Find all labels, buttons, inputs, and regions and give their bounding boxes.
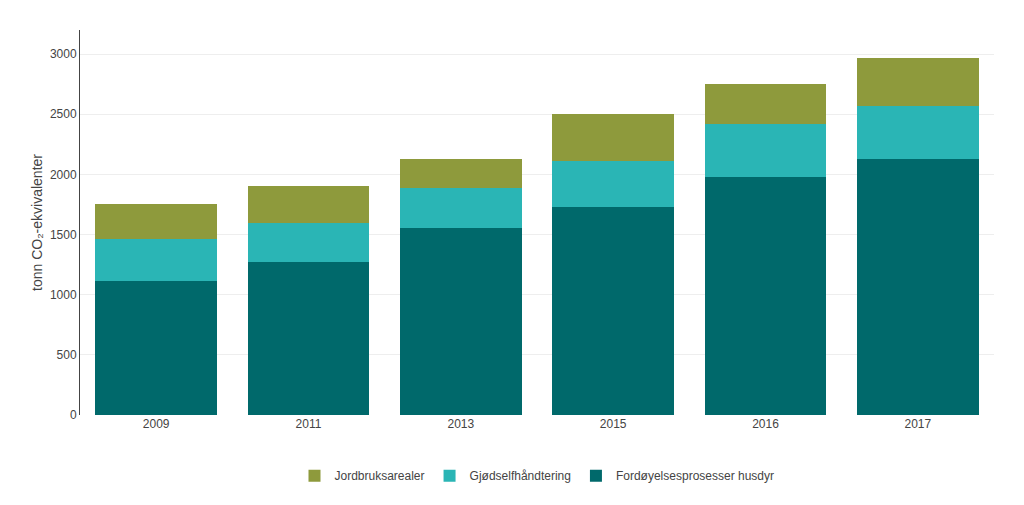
svg-text:Gjødselfhåndtering: Gjødselfhåndtering	[470, 469, 571, 483]
svg-text:2000: 2000	[50, 168, 77, 182]
svg-text:3000: 3000	[50, 47, 77, 61]
svg-text:1000: 1000	[50, 288, 77, 302]
svg-text:2011: 2011	[296, 417, 322, 431]
svg-text:2015: 2015	[600, 417, 627, 431]
svg-text:2016: 2016	[752, 417, 779, 431]
svg-text:2500: 2500	[50, 107, 77, 121]
svg-text:tonn CO₂-ekvivalenter: tonn CO₂-ekvivalenter	[29, 154, 45, 291]
svg-text:Fordøyelsesprosesser husdyr: Fordøyelsesprosesser husdyr	[616, 469, 774, 483]
svg-text:2017: 2017	[904, 417, 931, 431]
svg-text:0: 0	[70, 408, 77, 422]
svg-text:2013: 2013	[447, 417, 474, 431]
svg-text:2009: 2009	[143, 417, 170, 431]
svg-text:1500: 1500	[50, 228, 77, 242]
svg-text:Jordbruksarealer: Jordbruksarealer	[335, 469, 425, 483]
svg-text:500: 500	[57, 348, 77, 362]
